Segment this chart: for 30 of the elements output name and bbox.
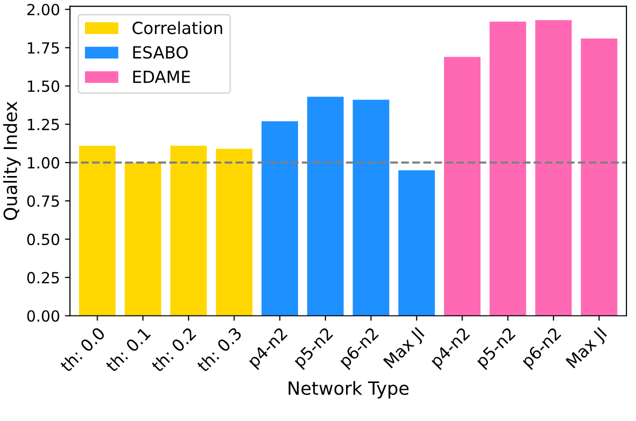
y-tick-label: 1.50 (28, 80, 60, 92)
bar (262, 121, 298, 316)
legend-label: EDAME (133, 70, 190, 83)
bar (79, 146, 116, 316)
y-tick-label: 0.25 (27, 272, 59, 284)
bar (124, 162, 162, 316)
bar (352, 100, 390, 316)
bar (216, 148, 252, 316)
x-axis-title: Network Type (288, 380, 409, 398)
bar (170, 146, 207, 316)
x-tick-label: th: 0.1 (104, 326, 151, 373)
bar (490, 22, 526, 316)
bar (580, 38, 618, 316)
x-tick-label: th: 0.2 (150, 326, 197, 373)
bar (444, 56, 480, 316)
y-tick-label: 0.75 (27, 195, 59, 207)
x-tick-label: th: 0.0 (59, 326, 106, 373)
y-tick-label: 1.75 (28, 42, 59, 54)
legend-label: Correlation (132, 21, 222, 34)
y-tick-label: 1.00 (28, 157, 60, 169)
y-tick-label: 1.25 (28, 118, 59, 130)
y-tick-label: 2.00 (27, 4, 60, 16)
bar (398, 170, 435, 316)
bar (535, 20, 572, 316)
y-tick-label: 0.00 (27, 310, 60, 322)
y-axis-title: Quality Index (3, 102, 21, 220)
legend-label: ESABO (133, 46, 188, 59)
bar (307, 96, 344, 316)
x-tick-label: th: 0.3 (196, 326, 242, 373)
y-tick-label: 0.50 (27, 234, 60, 246)
